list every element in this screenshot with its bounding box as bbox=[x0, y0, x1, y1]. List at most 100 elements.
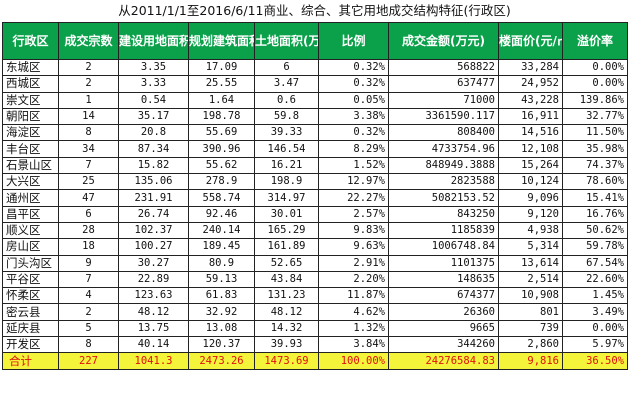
col-header-floor-price: 楼面价(元/㎡) bbox=[498, 22, 563, 60]
cell-floor-price: 9,120 bbox=[498, 205, 563, 223]
cell-amount: 848949.3888 bbox=[388, 156, 499, 175]
cell-amount: 4733754.96 bbox=[388, 140, 499, 158]
cell-plan-area: 558.74 bbox=[188, 189, 255, 207]
cell-land-area: 0.6 bbox=[254, 91, 319, 109]
cell-district: 丰台区 bbox=[2, 140, 59, 158]
table-row: 顺义区 28 102.37 240.14 165.29 9.83% 1185839 4,938… bbox=[2, 221, 628, 240]
cell-amount: 2823588 bbox=[388, 173, 499, 191]
col-header-plan-area: 规划建筑面积(万㎡) bbox=[188, 22, 255, 60]
table-row: 房山区 18 100.27 189.45 161.89 9.63% 1006748.84 5,… bbox=[2, 238, 628, 256]
table-row: 平谷区 7 22.89 59.13 43.84 2.20% 148635 2,514 22.60… bbox=[2, 270, 628, 289]
cell-deals: 18 bbox=[58, 238, 119, 256]
cell-plan-area: 1.64 bbox=[188, 91, 255, 109]
cell-land-area: 161.89 bbox=[254, 238, 319, 256]
cell-floor-price: 16,911 bbox=[498, 107, 563, 126]
cell-land-area: 6 bbox=[254, 58, 319, 77]
cell-district: 顺义区 bbox=[2, 221, 59, 240]
cell-amount: 674377 bbox=[388, 287, 499, 305]
cell-premium: 0.00% bbox=[562, 319, 628, 338]
cell-floor-price: 2,514 bbox=[498, 270, 563, 289]
cell-built-area: 30.27 bbox=[118, 254, 189, 272]
cell-amount: 637477 bbox=[388, 75, 499, 93]
cell-premium: 11.50% bbox=[562, 124, 628, 142]
cell-premium: 50.62% bbox=[562, 221, 628, 240]
table-row: 朝阳区 14 35.17 198.78 59.8 3.38% 3361590.117 16,9… bbox=[2, 107, 628, 126]
cell-amount: 344260 bbox=[388, 336, 499, 354]
cell-deals: 2 bbox=[58, 303, 119, 321]
cell-floor-price: 739 bbox=[498, 319, 563, 338]
col-header-amount: 成交金额(万元) bbox=[388, 22, 499, 60]
cell-ratio: 2.57% bbox=[318, 205, 389, 223]
cell-ratio: 0.32% bbox=[318, 58, 389, 77]
table-row: 西城区 2 3.33 25.55 3.47 0.32% 637477 24,952 0.00% bbox=[2, 75, 628, 93]
cell-land-area: 314.97 bbox=[254, 189, 319, 207]
cell-land-area: 16.21 bbox=[254, 156, 319, 175]
cell-district: 开发区 bbox=[2, 336, 59, 354]
cell-plan-area: 198.78 bbox=[188, 107, 255, 126]
cell-land-area: 59.8 bbox=[254, 107, 319, 126]
cell-floor-price: 14,516 bbox=[498, 124, 563, 142]
cell-ratio: 9.83% bbox=[318, 221, 389, 240]
cell-plan-area: 13.08 bbox=[188, 319, 255, 338]
cell-land-area: 39.93 bbox=[254, 336, 319, 354]
cell-deals: 9 bbox=[58, 254, 119, 272]
col-header-premium: 溢价率 bbox=[562, 22, 628, 60]
cell-plan-area: 55.62 bbox=[188, 156, 255, 175]
total-row: 合计 227 1041.3 2473.26 1473.69 100.00% 24… bbox=[2, 352, 628, 371]
cell-land-area: 146.54 bbox=[254, 140, 319, 158]
table-row: 石景山区 7 15.82 55.62 16.21 1.52% 848949.3888 15,2… bbox=[2, 156, 628, 175]
cell-premium: 67.54% bbox=[562, 254, 628, 272]
cell-ratio: 22.27% bbox=[318, 189, 389, 207]
cell-plan-area: 55.69 bbox=[188, 124, 255, 142]
cell-district: 朝阳区 bbox=[2, 107, 59, 126]
cell-amount: 9665 bbox=[388, 319, 499, 338]
cell-plan-area: 59.13 bbox=[188, 270, 255, 289]
cell-amount: 1185839 bbox=[388, 221, 499, 240]
cell-amount: 71000 bbox=[388, 91, 499, 109]
cell-premium: 1.45% bbox=[562, 287, 628, 305]
table-row: 海淀区 8 20.8 55.69 39.33 0.32% 808400 14,516 11.50… bbox=[2, 124, 628, 142]
cell-ratio: 0.32% bbox=[318, 75, 389, 93]
cell-ratio: 4.62% bbox=[318, 303, 389, 321]
cell-plan-area: 189.45 bbox=[188, 238, 255, 256]
cell-built-area: 22.89 bbox=[118, 270, 189, 289]
cell-district: 通州区 bbox=[2, 189, 59, 207]
total-land-area: 1473.69 bbox=[254, 352, 319, 371]
cell-premium: 35.98% bbox=[562, 140, 628, 158]
cell-plan-area: 32.92 bbox=[188, 303, 255, 321]
table-row: 延庆县 5 13.75 13.08 14.32 1.32% 9665 739 0.00% bbox=[2, 319, 628, 338]
total-ratio: 100.00% bbox=[318, 352, 389, 371]
cell-deals: 8 bbox=[58, 336, 119, 354]
cell-built-area: 0.54 bbox=[118, 91, 189, 109]
cell-deals: 2 bbox=[58, 58, 119, 77]
cell-built-area: 102.37 bbox=[118, 221, 189, 240]
cell-ratio: 9.63% bbox=[318, 238, 389, 256]
cell-premium: 22.60% bbox=[562, 270, 628, 289]
cell-amount: 26360 bbox=[388, 303, 499, 321]
col-header-land-area: 土地面积(万㎡) bbox=[254, 22, 319, 60]
col-header-district: 行政区 bbox=[2, 22, 59, 60]
cell-built-area: 3.33 bbox=[118, 75, 189, 93]
cell-deals: 7 bbox=[58, 156, 119, 175]
cell-deals: 1 bbox=[58, 91, 119, 109]
cell-amount: 148635 bbox=[388, 270, 499, 289]
cell-amount: 1006748.84 bbox=[388, 238, 499, 256]
cell-deals: 4 bbox=[58, 287, 119, 305]
cell-ratio: 1.52% bbox=[318, 156, 389, 175]
cell-premium: 74.37% bbox=[562, 156, 628, 175]
cell-land-area: 3.47 bbox=[254, 75, 319, 93]
cell-floor-price: 2,860 bbox=[498, 336, 563, 354]
cell-district: 门头沟区 bbox=[2, 254, 59, 272]
total-amount: 24276584.83 bbox=[388, 352, 499, 371]
table-row: 开发区 8 40.14 120.37 39.93 3.84% 344260 2,860 5.97… bbox=[2, 336, 628, 354]
cell-floor-price: 10,908 bbox=[498, 287, 563, 305]
table-title: 从2011/1/1至2016/6/11商业、综合、其它用地成交结构特征(行政区) bbox=[118, 3, 511, 18]
cell-floor-price: 24,952 bbox=[498, 75, 563, 93]
cell-deals: 2 bbox=[58, 75, 119, 93]
cell-floor-price: 10,124 bbox=[498, 173, 563, 191]
cell-deals: 7 bbox=[58, 270, 119, 289]
cell-district: 石景山区 bbox=[2, 156, 59, 175]
cell-ratio: 0.05% bbox=[318, 91, 389, 109]
total-label: 合计 bbox=[2, 352, 59, 371]
cell-deals: 34 bbox=[58, 140, 119, 158]
